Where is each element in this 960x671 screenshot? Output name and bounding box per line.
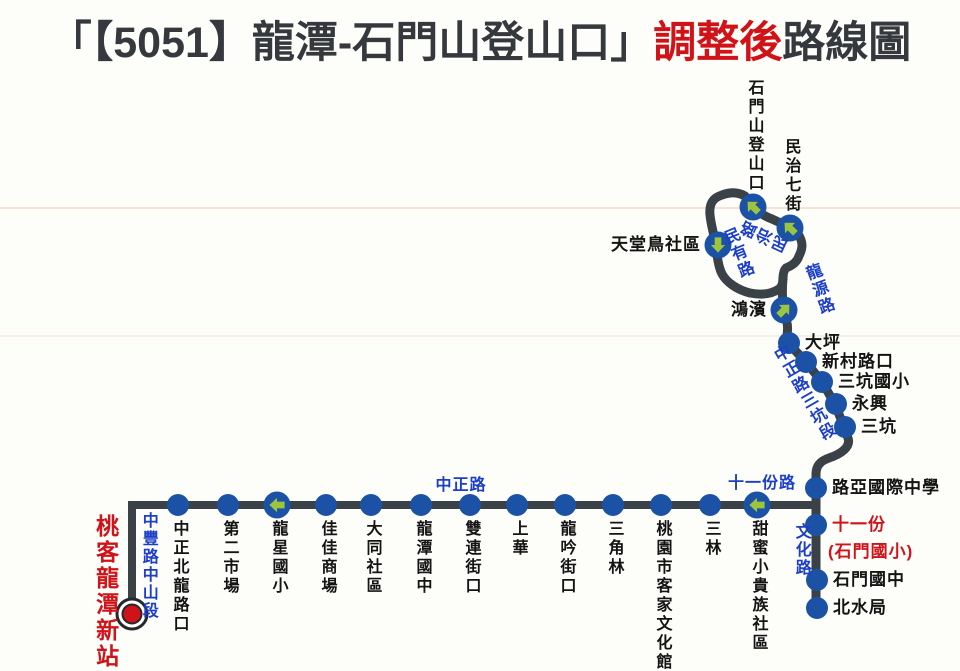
scan-artifact-line (0, 335, 960, 337)
stop-label: 石門山登山口 (745, 79, 763, 193)
stop-label: 中正北龍路口 (170, 520, 188, 634)
scan-artifact-line (0, 207, 960, 209)
stop-label: 新村路口 (822, 351, 894, 371)
stop-marker (806, 597, 828, 619)
route-line-main (128, 501, 816, 614)
stop-marker (743, 491, 771, 519)
direction-arrow-icon (269, 497, 285, 513)
stop-label: 龍吟街口 (557, 520, 575, 596)
stop-sublabel: (石門國小) (828, 542, 914, 561)
direction-arrow-icon (749, 497, 765, 513)
stop-marker (805, 477, 827, 499)
stop-marker (778, 332, 800, 354)
stop-marker (315, 494, 337, 516)
stop-label: 永興 (852, 393, 888, 413)
stop-marker (410, 494, 432, 516)
stop-marker (770, 296, 798, 324)
stop-label: 雙連街口 (462, 520, 480, 596)
stop-marker (360, 494, 382, 516)
direction-arrow-icon (710, 237, 726, 253)
stop-label: 三林 (702, 520, 720, 558)
direction-arrow-icon (747, 201, 761, 215)
stop-marker (834, 416, 856, 438)
stop-marker (805, 514, 827, 536)
stop-marker (602, 494, 624, 516)
stop-marker (554, 494, 576, 516)
page-title: 「【5051】龍潭-石門山登山口」調整後路線圖 (0, 8, 960, 70)
stop-label: 龍星國小 (269, 520, 287, 596)
stop-label: 三坑 (861, 416, 897, 436)
stop-label: 十一份 (832, 514, 886, 534)
title-adjusted-highlight: 調整後 (653, 19, 783, 67)
road-label: 中正路 (435, 477, 487, 495)
stop-label: 桃園市客家文化館 (653, 520, 671, 671)
stop-marker (217, 494, 239, 516)
title-suffix: 路線圖 (782, 19, 912, 67)
stop-marker (459, 494, 481, 516)
direction-arrow-icon (776, 304, 790, 318)
stop-label: 上華 (509, 520, 527, 558)
stop-label: 桃客龍潭新站 (92, 514, 119, 670)
stop-marker (811, 371, 833, 393)
road-label: 中豐路中山段 (139, 512, 157, 620)
stop-label: 佳佳商場 (318, 520, 336, 596)
stop-marker (506, 494, 528, 516)
title-route-part: 「【5051】龍潭-石門山登山口」 (48, 19, 654, 67)
stop-marker (699, 494, 721, 516)
stop-marker (806, 569, 828, 591)
stop-label: 鴻濱 (731, 299, 767, 319)
stop-marker (739, 193, 767, 221)
stop-label: 石門國中 (833, 569, 905, 589)
stop-marker (263, 491, 291, 519)
stop-label: 甜蜜小貴族社區 (749, 520, 767, 653)
terminal-marker (115, 597, 149, 631)
terminal-dot (121, 603, 143, 625)
stop-marker (825, 393, 847, 415)
stop-marker (167, 494, 189, 516)
stop-marker (795, 351, 817, 373)
road-label: 文化路 (792, 523, 810, 577)
stop-marker (776, 214, 804, 242)
stop-label: 大同社區 (363, 520, 381, 596)
stop-label: 天堂鳥社區 (611, 234, 701, 254)
stop-label: 三角林 (605, 520, 623, 577)
stop-label: 三坑國小 (838, 371, 910, 391)
stop-label: 大坪 (805, 332, 841, 352)
road-label: 十一份路 (727, 475, 797, 493)
stop-marker (650, 494, 672, 516)
stop-label: 第二市場 (220, 520, 238, 596)
stop-marker (704, 231, 732, 259)
stop-label: 北水局 (833, 597, 887, 617)
stop-label: 龍潭國中 (413, 520, 431, 596)
direction-arrow-icon (784, 222, 798, 236)
stop-label: 民治七街 (782, 138, 800, 214)
stop-label: 路亞國際中學 (832, 477, 940, 497)
